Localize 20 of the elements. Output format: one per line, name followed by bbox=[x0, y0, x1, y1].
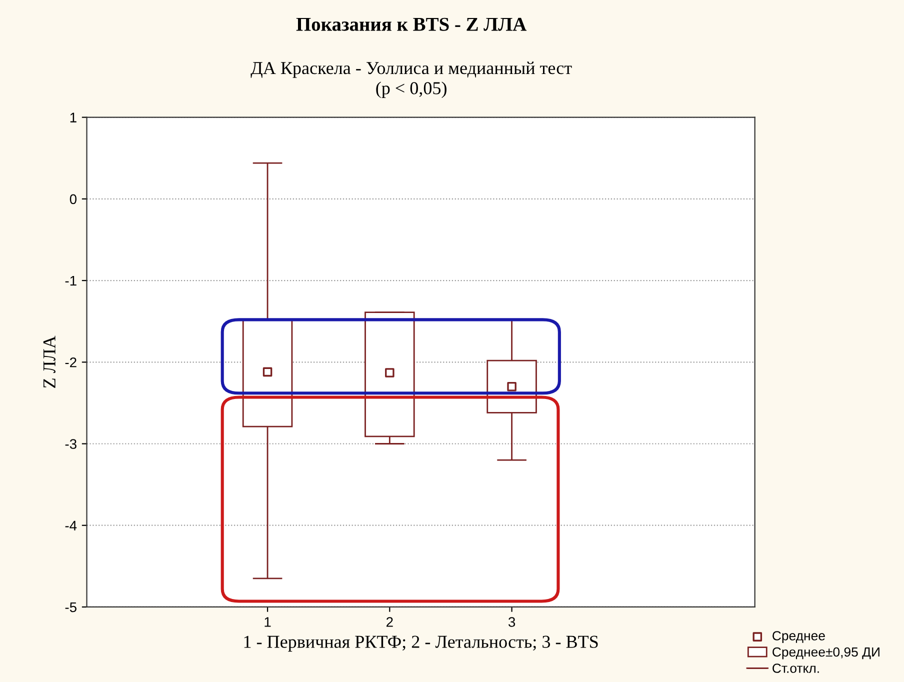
x-tick-label: 3 bbox=[508, 617, 516, 627]
y-tick-label: -1 bbox=[65, 276, 76, 286]
point bbox=[262, 367, 272, 377]
y-tick-label: -3 bbox=[65, 439, 76, 449]
y-axis-title: Z ЛЛА bbox=[43, 336, 56, 388]
legend-label: Среднее bbox=[772, 631, 825, 644]
chart-subtitle: ДА Краскела - Уоллиса и медианный тест (p < 0,05) bbox=[250, 62, 572, 98]
x-tick-label: 2 bbox=[386, 617, 393, 627]
x-tick-label: 1 bbox=[264, 617, 271, 627]
point bbox=[385, 368, 394, 378]
y-tick-label: 0 bbox=[70, 194, 77, 204]
legend-label: Среднее±0,95 ДИ bbox=[772, 647, 880, 660]
y-tick-label: 1 bbox=[70, 112, 76, 122]
y-tick-label: -2 bbox=[65, 357, 76, 368]
text: Ст.откл. bbox=[772, 664, 819, 673]
chart-title: Показания к BTS - Z ЛЛА bbox=[296, 18, 527, 31]
y-tick-label: -5 bbox=[65, 602, 76, 612]
x-axis-title: 1 - Первичная РКТФ; 2 - Летальность; 3 - BTS bbox=[244, 636, 598, 652]
y-tick-label: -4 bbox=[65, 520, 77, 530]
point bbox=[507, 382, 516, 392]
